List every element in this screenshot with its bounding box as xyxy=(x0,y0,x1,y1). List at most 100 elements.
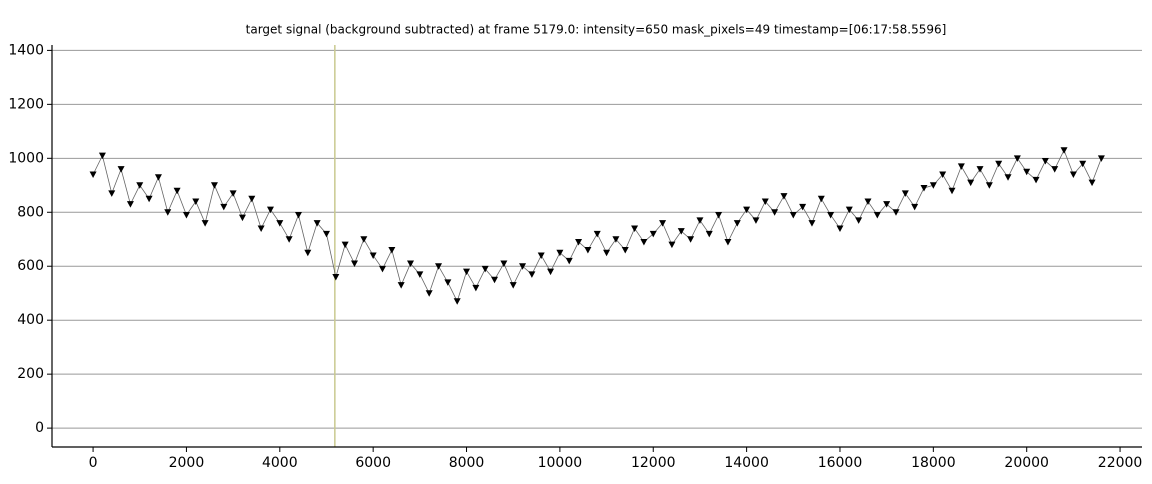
marker xyxy=(238,214,246,222)
x-tick-label: 22000 xyxy=(1098,455,1143,471)
x-tick-label: 8000 xyxy=(449,455,485,471)
marker xyxy=(285,236,293,243)
marker xyxy=(659,220,667,227)
x-tick-label: 18000 xyxy=(911,455,956,471)
marker xyxy=(126,201,134,208)
marker xyxy=(229,190,237,197)
marker xyxy=(360,236,368,243)
marker xyxy=(677,228,685,235)
marker xyxy=(117,166,125,173)
marker xyxy=(98,152,106,160)
marker xyxy=(901,190,909,197)
marker xyxy=(154,174,162,181)
marker xyxy=(369,252,377,259)
marker xyxy=(864,198,872,205)
marker xyxy=(1051,166,1059,173)
marker xyxy=(556,249,564,257)
marker xyxy=(173,187,181,195)
marker xyxy=(752,217,760,224)
x-tick-label: 20000 xyxy=(1004,455,1049,471)
y-tick-label: 400 xyxy=(17,312,44,328)
marker xyxy=(304,249,312,257)
marker xyxy=(547,268,555,276)
marker xyxy=(182,211,190,219)
marker xyxy=(696,217,704,224)
marker xyxy=(957,163,965,170)
y-tick-label: 1400 xyxy=(8,42,44,58)
marker xyxy=(1013,155,1021,162)
marker xyxy=(136,182,144,189)
marker xyxy=(341,241,349,249)
marker xyxy=(817,195,825,203)
marker xyxy=(724,238,732,246)
marker xyxy=(416,271,424,278)
marker xyxy=(780,193,788,200)
y-tick-label: 800 xyxy=(17,204,44,220)
marker xyxy=(472,284,480,292)
marker xyxy=(164,209,172,216)
marker xyxy=(808,220,816,227)
marker xyxy=(509,282,517,289)
y-tick-label: 1200 xyxy=(8,96,44,112)
marker xyxy=(687,236,695,243)
marker xyxy=(976,166,984,173)
marker xyxy=(407,260,415,268)
marker xyxy=(967,179,975,187)
marker xyxy=(145,195,153,203)
marker xyxy=(715,211,723,219)
marker xyxy=(1097,155,1105,162)
marker xyxy=(845,206,853,214)
marker xyxy=(593,230,601,238)
marker xyxy=(463,268,471,276)
marker xyxy=(1004,174,1012,181)
marker xyxy=(1060,147,1068,154)
x-tick-label: 0 xyxy=(89,455,98,471)
marker xyxy=(584,247,592,254)
marker xyxy=(612,236,620,243)
x-tick-label: 10000 xyxy=(538,455,583,471)
marker xyxy=(435,263,443,270)
marker xyxy=(379,265,387,273)
x-tick-label: 6000 xyxy=(355,455,391,471)
x-tick-label: 14000 xyxy=(724,455,769,471)
marker xyxy=(836,225,844,232)
marker xyxy=(108,190,116,197)
y-tick-label: 0 xyxy=(35,420,44,436)
marker xyxy=(257,225,265,232)
marker xyxy=(220,203,228,211)
marker xyxy=(276,220,284,227)
marker xyxy=(425,290,433,297)
marker xyxy=(397,282,405,289)
marker xyxy=(565,257,573,265)
marker xyxy=(761,198,769,205)
marker xyxy=(575,238,583,246)
marker xyxy=(939,171,947,179)
marker xyxy=(481,265,489,273)
marker xyxy=(266,206,274,214)
x-tick-label: 12000 xyxy=(631,455,676,471)
marker xyxy=(322,230,330,238)
marker xyxy=(332,274,340,281)
marker xyxy=(248,195,256,203)
marker xyxy=(201,220,209,227)
marker xyxy=(640,238,648,246)
marker xyxy=(1041,158,1049,165)
y-tick-label: 1000 xyxy=(8,150,44,166)
marker xyxy=(649,230,657,238)
marker xyxy=(827,211,835,219)
marker xyxy=(603,249,611,257)
y-tick-label: 600 xyxy=(17,258,44,274)
marker xyxy=(537,252,545,259)
marker xyxy=(1023,168,1031,176)
marker xyxy=(1088,179,1096,187)
marker xyxy=(210,182,218,189)
marker xyxy=(192,198,200,205)
chart-title: target signal (background subtracted) at… xyxy=(246,23,947,37)
marker xyxy=(771,209,779,216)
marker xyxy=(631,225,639,232)
marker xyxy=(948,187,956,195)
marker xyxy=(294,211,302,219)
marker xyxy=(873,211,881,219)
marker xyxy=(500,260,508,268)
